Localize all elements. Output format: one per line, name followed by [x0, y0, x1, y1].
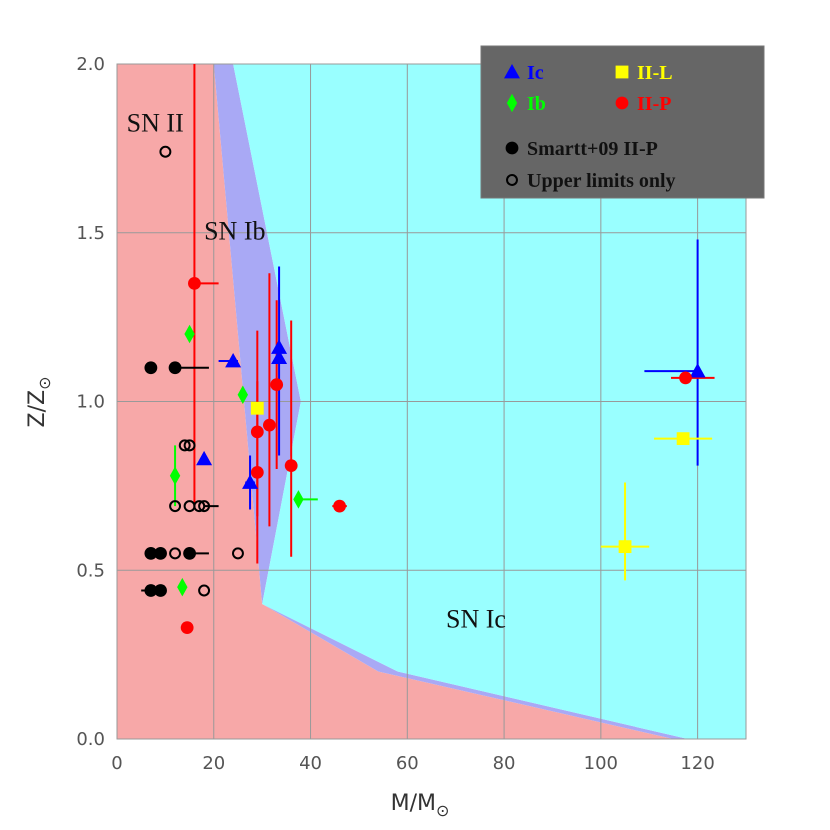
legend-label-4: Smartt+09 II-P	[527, 138, 658, 160]
x-tick-label-1: 20	[202, 753, 225, 774]
legend-label-3: II-P	[637, 93, 671, 115]
legend-marker-4	[505, 141, 519, 155]
point-0-1	[225, 353, 242, 368]
point-0-3	[271, 339, 288, 354]
point-5-2	[183, 439, 196, 452]
y-axis-label: Z/Z⊙	[25, 377, 54, 428]
point-5-3	[169, 500, 182, 513]
plot-frame	[116, 63, 747, 740]
x-axis-label: M/M⊙	[391, 791, 450, 820]
x-tick-label-2: 40	[299, 753, 322, 774]
point-2-4	[177, 577, 188, 597]
point-2-0	[184, 324, 195, 344]
point-3-1	[270, 378, 284, 392]
x-axis-label-text: M/M	[391, 791, 436, 816]
legend-label-1: II-L	[637, 62, 673, 84]
y-axis-label-text: Z/Z	[25, 390, 50, 428]
point-5-5	[193, 500, 206, 513]
point-4-6	[154, 584, 167, 597]
point-2-1	[237, 385, 248, 404]
legend-marker-0	[504, 64, 520, 79]
point-5-1	[178, 439, 191, 452]
point-5-0	[159, 145, 172, 158]
point-3-3	[250, 425, 264, 439]
y-tick-label-4: 2.0	[76, 54, 105, 75]
point-1-1	[676, 432, 690, 446]
point-0-4	[271, 349, 288, 365]
legend-marker-5	[506, 174, 518, 186]
point-5-6	[198, 500, 211, 513]
point-3-4	[250, 465, 264, 479]
legend-label-2: Ib	[527, 93, 546, 115]
legend-label-0: Ic	[527, 62, 544, 84]
legend-marker-2	[506, 93, 518, 113]
point-0-5	[689, 363, 706, 378]
point-4-3	[154, 546, 167, 560]
y-axis-label-subscript: ⊙	[35, 377, 54, 390]
point-3-5	[284, 459, 298, 473]
point-3-6	[333, 499, 346, 513]
legend-label-5: Upper limits only	[527, 170, 676, 192]
y-tick-label-0: 0.0	[76, 729, 105, 750]
point-3-8	[679, 371, 692, 385]
y-tick-label-1: 0.5	[76, 560, 105, 581]
x-tick-label-0: 0	[111, 753, 122, 774]
x-tick-label-6: 120	[680, 753, 714, 774]
point-2-2	[169, 466, 181, 485]
legend: Ic II-L Ib II-P Smartt+09 II-P Upper limits o…	[480, 45, 765, 199]
legend-marker-3	[615, 96, 629, 110]
region-label-1: SN Ib	[204, 217, 265, 246]
x-tick-label-5: 100	[584, 753, 618, 774]
x-tick-label-4: 80	[493, 753, 516, 774]
point-4-2	[144, 546, 158, 560]
point-5-9	[198, 584, 211, 597]
point-4-1	[168, 361, 182, 375]
point-4-0	[144, 361, 158, 375]
point-5-8	[232, 547, 244, 560]
ticks-layer: 0 20 40 60 80 100 120 0.0 0.5 1.0 1.5 2.0	[76, 54, 714, 774]
point-1-0	[250, 401, 264, 415]
y-tick-label-2: 1.0	[76, 392, 105, 413]
point-3-0	[188, 276, 201, 290]
point-3-2	[263, 418, 276, 432]
region-label-0: SN II	[127, 109, 184, 138]
x-axis-label-subscript: ⊙	[436, 801, 449, 820]
x-tick-label-3: 60	[396, 753, 419, 774]
point-2-3	[293, 490, 304, 509]
point-1-2	[618, 540, 632, 554]
point-0-0	[196, 450, 213, 466]
point-3-7	[180, 621, 194, 635]
legend-marker-1	[615, 65, 629, 79]
point-0-2	[242, 474, 259, 489]
y-tick-label-3: 1.5	[76, 223, 105, 244]
region-labels-layer: SN II SN Ib SN Ic	[127, 109, 506, 634]
point-4-5	[144, 584, 158, 597]
point-5-7	[169, 547, 182, 560]
point-4-4	[183, 546, 196, 560]
points-layer	[144, 145, 706, 635]
region-label-2: SN Ic	[446, 605, 506, 634]
